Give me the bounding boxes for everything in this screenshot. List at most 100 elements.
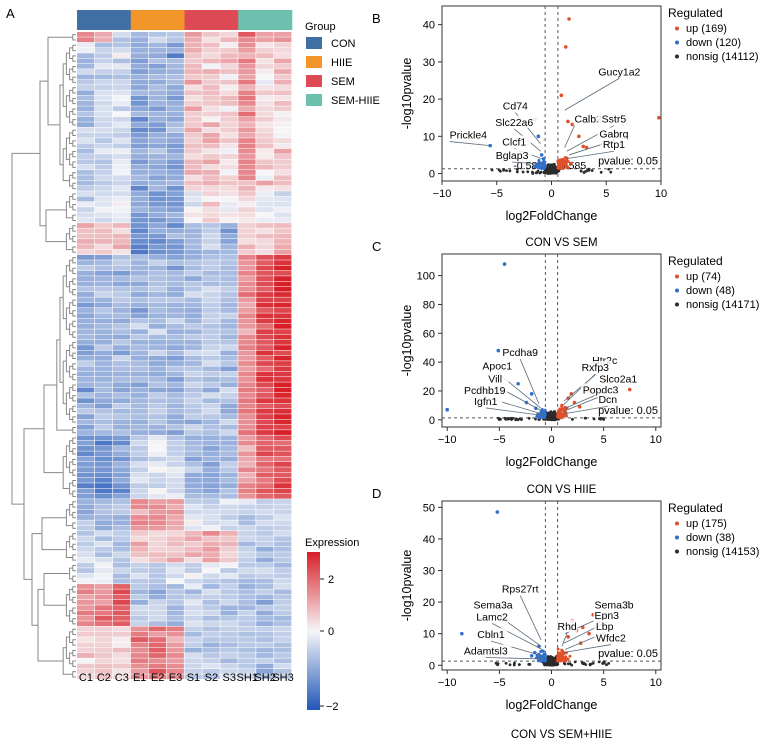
heatmap-cell xyxy=(274,621,292,627)
heatmap-cell xyxy=(77,329,95,335)
heatmap-cell xyxy=(77,286,95,292)
heatmap-cell xyxy=(148,308,166,313)
heatmap-cell xyxy=(148,382,166,388)
heatmap-cell xyxy=(220,239,238,244)
heatmap-cell xyxy=(274,313,292,319)
heatmap-cell xyxy=(148,589,166,595)
heatmap-cell xyxy=(130,111,149,117)
heatmap-cell xyxy=(94,525,113,531)
dendrogram-branch xyxy=(72,342,76,349)
group-annotation-cell xyxy=(220,10,239,30)
heatmap-cell xyxy=(148,621,166,627)
heatmap-cell xyxy=(220,79,238,85)
heatmap-cell xyxy=(77,621,95,627)
heatmap-cell xyxy=(130,313,149,319)
heatmap-cell xyxy=(112,541,131,547)
heatmap-cell xyxy=(94,408,113,414)
heatmap-cell xyxy=(256,244,274,250)
point-nonsig xyxy=(511,416,515,420)
heatmap-cell xyxy=(130,562,149,568)
heatmap-cell xyxy=(94,339,113,345)
heatmap-cell xyxy=(77,154,95,159)
heatmap-cell xyxy=(77,605,95,611)
panel-label-a: A xyxy=(6,6,15,21)
gene-annotation: Cbln1 xyxy=(477,629,505,641)
heatmap-cell xyxy=(220,313,238,319)
gene-annotation: Rps27rt xyxy=(502,584,539,596)
heatmap-cell xyxy=(166,47,184,53)
heatmap-cell xyxy=(256,530,274,536)
heatmap-cell xyxy=(77,504,95,510)
heatmap-cell xyxy=(130,281,149,287)
heatmap-cell xyxy=(148,584,166,589)
heatmap-cell xyxy=(238,47,256,53)
heatmap-cell xyxy=(77,334,95,340)
heatmap-cell xyxy=(148,154,166,159)
heatmap-cell xyxy=(94,63,113,69)
legend-marker-nonsig xyxy=(675,54,679,59)
heatmap-cell xyxy=(130,637,149,642)
heatmap-cell xyxy=(256,63,274,69)
heatmap-cell xyxy=(130,308,149,313)
heatmap-cell xyxy=(274,339,292,345)
heatmap-cell xyxy=(112,180,131,186)
heatmap-cell xyxy=(148,403,166,409)
heatmap-cell xyxy=(274,217,292,223)
heatmap-cell xyxy=(202,345,220,350)
heatmap-cell xyxy=(148,435,166,441)
heatmap-cell xyxy=(148,499,166,504)
heatmap-cell xyxy=(274,239,292,244)
heatmap-cell xyxy=(130,440,149,446)
heatmap-cell xyxy=(238,58,256,64)
heatmap-cell xyxy=(94,483,113,489)
heatmap-cell xyxy=(202,239,220,244)
heatmap-cell xyxy=(94,297,113,303)
heatmap-cell xyxy=(112,201,131,207)
legend-marker-down xyxy=(675,535,679,540)
volcano-plot-b: −10 −5 0 5 10010203040log2FoldChange-log10pv… xyxy=(400,5,759,223)
heatmap-cell xyxy=(238,138,256,143)
heatmap-cell xyxy=(202,196,220,202)
heatmap-cell xyxy=(112,504,131,510)
heatmap-cell xyxy=(256,196,274,202)
gene-annotation: Sstr5 xyxy=(602,114,627,126)
heatmap-cell xyxy=(184,568,202,573)
heatmap-cell xyxy=(166,430,184,435)
heatmap-cell xyxy=(238,451,256,457)
heatmap-cell xyxy=(202,228,220,234)
heatmap-cell xyxy=(166,520,184,526)
legend-label-up: up (169) xyxy=(686,23,727,35)
point-nonsig xyxy=(549,164,553,168)
annotation-bg xyxy=(469,394,503,407)
point-nonsig xyxy=(496,663,499,667)
heatmap-cell xyxy=(238,101,256,106)
heatmap-cell xyxy=(220,456,238,462)
heatmap-cell xyxy=(274,578,292,584)
heatmap-cell xyxy=(202,32,220,37)
heatmap-cell xyxy=(256,106,274,112)
heatmap-cell xyxy=(256,302,274,308)
heatmap-cell xyxy=(112,185,131,191)
heatmap-cell xyxy=(256,440,274,446)
annotation-bg xyxy=(580,383,621,396)
heatmap-cell xyxy=(148,392,166,398)
heatmap-cell xyxy=(77,122,95,128)
heatmap-cell xyxy=(94,658,113,664)
heatmap-cell xyxy=(166,339,184,345)
heatmap-cell xyxy=(274,207,292,212)
column-label: S2 xyxy=(205,672,218,684)
heatmap-cell xyxy=(202,244,220,250)
heatmap-cell xyxy=(184,493,202,499)
heatmap-cell xyxy=(77,233,95,239)
heatmap-cell xyxy=(112,223,131,228)
heatmap-cell xyxy=(274,355,292,361)
heatmap-cell xyxy=(274,403,292,409)
heatmap-cell xyxy=(220,201,238,207)
annotation-leader xyxy=(485,657,544,660)
heatmap-cell xyxy=(77,53,95,59)
heatmap-cell xyxy=(112,260,131,266)
heatmap-cell xyxy=(238,132,256,138)
heatmap-cell xyxy=(202,63,220,69)
heatmap-cell xyxy=(94,345,113,350)
dendrogram-branch xyxy=(72,214,76,221)
